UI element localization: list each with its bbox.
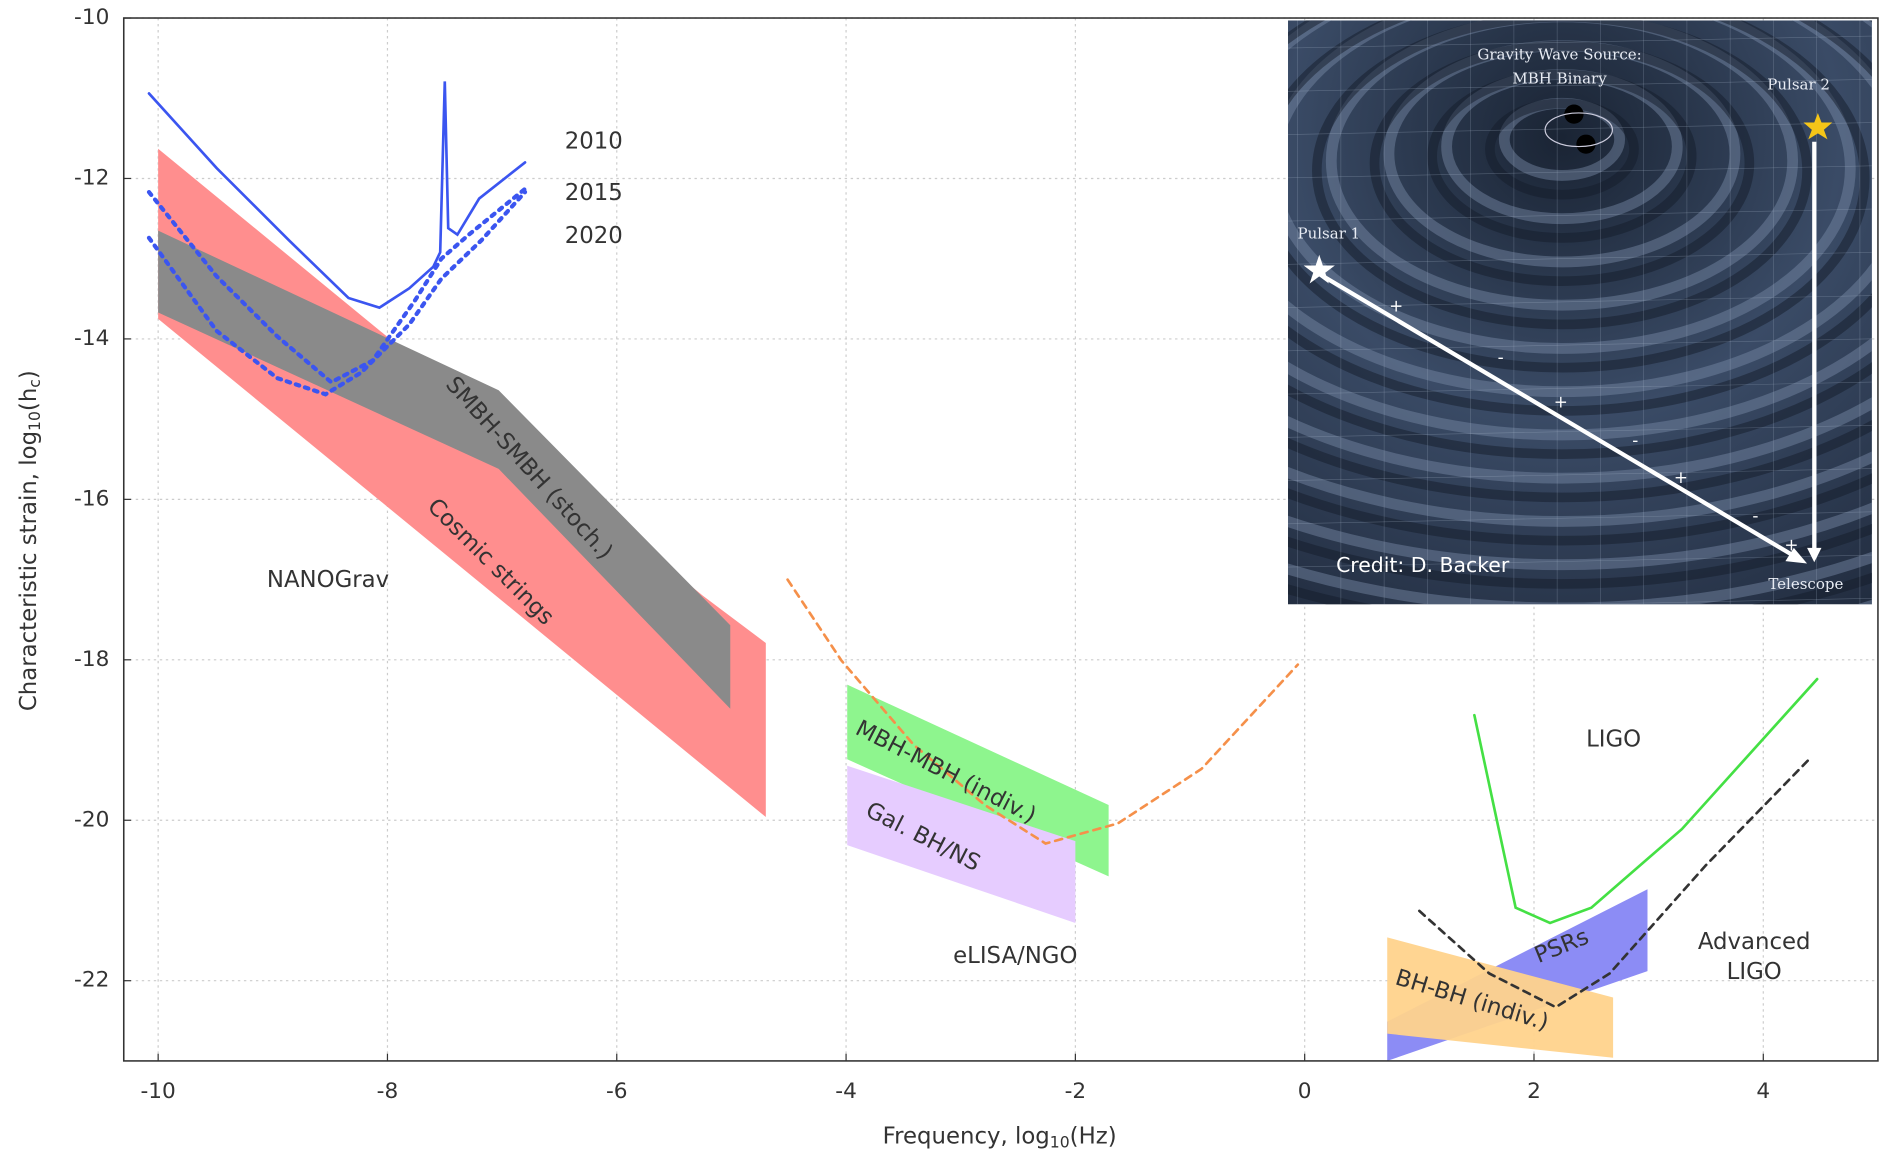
series-label: 2010 xyxy=(565,128,623,154)
sign: + xyxy=(1784,534,1798,554)
x-label-sub: 10 xyxy=(1050,1133,1070,1151)
x-tick-label: 0 xyxy=(1298,1079,1312,1104)
series-label: LIGO xyxy=(1586,727,1641,753)
y-tick-label: -14 xyxy=(74,326,109,351)
x-label-part: Frequency, log xyxy=(883,1123,1050,1149)
series-line xyxy=(1474,679,1817,923)
y-label-part: ) xyxy=(15,370,41,379)
y-label-part: (h xyxy=(15,388,41,411)
y-label-sub: 10 xyxy=(25,411,43,431)
x-tick-label: -6 xyxy=(606,1079,628,1104)
x-label-part: (Hz) xyxy=(1070,1123,1117,1149)
region xyxy=(158,149,766,817)
inset-label: Telescope xyxy=(1768,575,1843,593)
series-label: 2015 xyxy=(565,180,623,206)
x-tick-label: -10 xyxy=(141,1079,176,1104)
sign: - xyxy=(1498,347,1504,367)
inset-label: Pulsar 1 xyxy=(1298,224,1361,242)
sign: + xyxy=(1554,392,1568,412)
y-tick-label: -10 xyxy=(74,5,109,30)
y-tick-label: -22 xyxy=(74,968,109,993)
y-label-part: Characteristic strain, log xyxy=(15,431,41,711)
series-label: 2020 xyxy=(565,223,623,249)
sign: + xyxy=(1389,295,1403,315)
sign: - xyxy=(1752,506,1758,526)
black-hole xyxy=(1576,135,1595,154)
y-tick-label: -18 xyxy=(74,647,109,672)
x-tick-label: 4 xyxy=(1756,1079,1770,1104)
inset-label: MBH Binary xyxy=(1512,69,1607,87)
x-tick-label: -4 xyxy=(835,1079,857,1104)
x-tick-label: 2 xyxy=(1527,1079,1541,1104)
y-tick-label: -12 xyxy=(74,165,109,190)
sign: + xyxy=(1674,467,1688,487)
x-tick-label: -8 xyxy=(377,1079,399,1104)
y-tick-label: -16 xyxy=(74,486,109,511)
credit: Credit: D. Backer xyxy=(1336,553,1510,577)
inset-art: Gravity Wave Source: MBH Binary Pulsar 2… xyxy=(855,0,1884,670)
inset-image: Gravity Wave Source: MBH Binary Pulsar 2… xyxy=(855,0,1884,670)
y-axis-label: Characteristic strain, log10(hc) xyxy=(15,370,43,711)
inset-label: Gravity Wave Source: xyxy=(1477,45,1641,63)
series-label: eLISA/NGO xyxy=(953,943,1077,969)
x-axis-label: Frequency, log10(Hz) xyxy=(883,1123,1117,1151)
x-tick-label: -2 xyxy=(1065,1079,1087,1104)
chart: -10-8-6-4-2024-10-12-14-16-18-20-22Cosmi… xyxy=(0,0,1884,1153)
annotation: NANOGrav xyxy=(267,567,389,593)
y-tick-label: -20 xyxy=(74,807,109,832)
y-label-sub: c xyxy=(25,379,43,388)
sign: - xyxy=(1632,430,1638,450)
inset-label: Pulsar 2 xyxy=(1767,75,1830,93)
